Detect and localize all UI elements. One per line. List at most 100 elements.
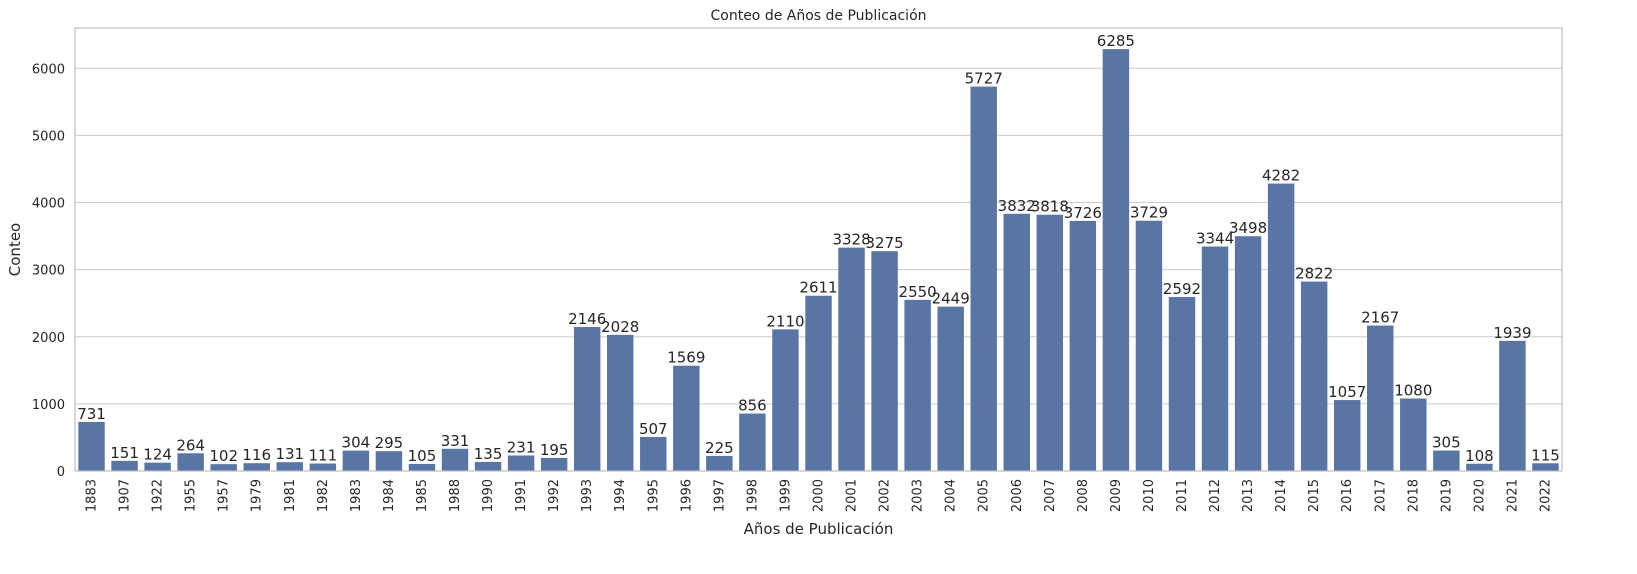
bar xyxy=(1367,325,1394,471)
bar xyxy=(177,453,204,471)
bar xyxy=(607,334,634,471)
bar xyxy=(1168,297,1196,471)
x-tick-label: 1991 xyxy=(514,479,529,512)
bar xyxy=(706,455,733,471)
bar xyxy=(1333,400,1361,471)
bar-value-label: 231 xyxy=(507,438,536,456)
bar-value-label: 507 xyxy=(639,420,668,438)
bar xyxy=(1466,463,1493,471)
bar-value-label: 1569 xyxy=(667,349,705,367)
bar xyxy=(970,86,997,472)
bar-value-label: 2611 xyxy=(799,279,837,297)
bar-value-label: 1057 xyxy=(1328,383,1366,401)
bar-value-label: 2822 xyxy=(1295,265,1333,283)
bar-value-label: 264 xyxy=(176,436,205,454)
x-tick-label: 1883 xyxy=(85,479,100,512)
x-tick-label: 2018 xyxy=(1406,479,1421,512)
bar xyxy=(573,326,601,471)
bar xyxy=(1433,450,1460,471)
bar-value-label: 105 xyxy=(408,447,437,465)
bar-value-label: 4282 xyxy=(1262,167,1300,185)
bar xyxy=(805,295,832,471)
y-tick-label: 3000 xyxy=(32,264,65,279)
bar xyxy=(375,451,403,471)
x-tick-label: 2009 xyxy=(1109,479,1124,512)
x-tick-label: 2013 xyxy=(1241,479,1256,512)
x-tick-label: 1955 xyxy=(184,479,199,512)
x-tick-label: 1995 xyxy=(646,479,661,512)
bar xyxy=(640,436,667,471)
bar-value-label: 2449 xyxy=(932,290,970,308)
bar-value-label: 102 xyxy=(209,447,238,465)
x-tick-label: 1922 xyxy=(151,479,166,512)
bar xyxy=(838,247,865,471)
bar-value-label: 5727 xyxy=(965,70,1003,88)
bar-value-label: 2110 xyxy=(766,312,804,330)
x-tick-label: 2006 xyxy=(1010,479,1025,512)
bar xyxy=(1036,214,1064,472)
x-tick-labels: 1883 1907 1922 1955 1957 1979 1981 1982 1983 1984… xyxy=(85,479,1554,512)
x-tick-label: 1984 xyxy=(382,479,397,512)
bar-value-label: 856 xyxy=(738,397,767,415)
x-tick-label: 1990 xyxy=(481,479,496,512)
bar xyxy=(309,463,337,471)
y-tick-label: 4000 xyxy=(32,197,65,212)
x-tick-label: 2017 xyxy=(1373,479,1388,512)
bar xyxy=(772,329,799,471)
x-tick-label: 2010 xyxy=(1142,479,1157,512)
bar xyxy=(441,448,469,471)
bar xyxy=(111,460,138,471)
bar-value-label: 2146 xyxy=(568,310,606,328)
bar xyxy=(1300,281,1328,471)
x-tick-label: 2019 xyxy=(1439,479,1454,512)
x-tick-label: 1998 xyxy=(745,479,760,512)
bar-value-label: 2550 xyxy=(899,283,937,301)
x-tick-label: 1988 xyxy=(448,479,463,512)
bar-value-label: 131 xyxy=(275,445,304,463)
y-tick-label: 0 xyxy=(57,465,65,480)
bar xyxy=(937,306,964,471)
bar xyxy=(739,413,766,471)
x-tick-label: 1985 xyxy=(415,479,430,512)
bar xyxy=(904,299,931,471)
y-tick-label: 5000 xyxy=(32,129,65,144)
bar xyxy=(1499,340,1526,471)
bar-value-label: 3498 xyxy=(1229,219,1267,237)
bar-value-label: 135 xyxy=(474,445,503,463)
bar-value-label: 2167 xyxy=(1361,309,1399,327)
chart-title: Conteo de Años de Publicación xyxy=(710,8,926,24)
x-tick-label: 2022 xyxy=(1538,479,1553,512)
bar-value-label: 305 xyxy=(1432,434,1461,452)
y-tick-labels: 0 1000 2000 3000 4000 5000 6000 xyxy=(32,62,65,480)
bar xyxy=(1532,463,1559,471)
x-tick-label: 2005 xyxy=(977,479,992,512)
y-tick-label: 6000 xyxy=(32,62,65,77)
bar-value-label: 115 xyxy=(1531,446,1560,464)
x-tick-label: 2016 xyxy=(1340,479,1355,512)
bar xyxy=(408,463,436,471)
bar-value-label: 225 xyxy=(705,439,734,457)
x-tick-label: 1999 xyxy=(778,479,793,512)
x-tick-label: 2021 xyxy=(1505,479,1520,512)
x-tick-label: 1982 xyxy=(316,479,331,512)
x-tick-label: 1996 xyxy=(679,479,694,512)
bar xyxy=(342,450,370,471)
x-tick-label: 1957 xyxy=(217,479,232,512)
bar-value-label: 2592 xyxy=(1163,280,1201,298)
x-tick-label: 1979 xyxy=(250,479,265,512)
x-tick-label: 2015 xyxy=(1307,479,1322,512)
bar-value-label: 331 xyxy=(441,432,470,450)
y-tick-label: 1000 xyxy=(32,398,65,413)
plot-frame xyxy=(74,27,1563,472)
x-tick-label: 2020 xyxy=(1472,479,1487,512)
y-tick-label: 2000 xyxy=(32,331,65,346)
x-tick-label: 1994 xyxy=(613,479,628,512)
bar xyxy=(1135,220,1163,471)
bar xyxy=(210,464,237,471)
bar-value-label: 1080 xyxy=(1394,382,1432,400)
x-tick-label: 1992 xyxy=(547,479,562,512)
bar xyxy=(673,365,700,471)
